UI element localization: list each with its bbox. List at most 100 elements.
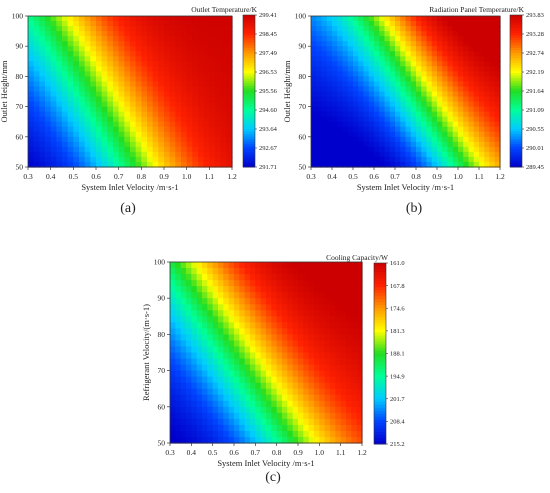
heatmap-cell [319, 352, 326, 360]
heatmap-cell [330, 286, 336, 293]
heatmap-cell [405, 101, 412, 108]
heatmap-cell [255, 394, 262, 402]
heatmap-cell [426, 31, 433, 37]
heatmap-cell [426, 21, 433, 27]
heatmap-cell [479, 96, 485, 103]
heatmap-cell [186, 376, 192, 384]
heatmap-cell [175, 121, 182, 128]
heatmap-cell [347, 126, 354, 133]
heatmap-cell [255, 298, 262, 305]
heatmap-cell [489, 71, 496, 77]
heatmap-cell [223, 352, 230, 360]
heatmap-cell [340, 358, 347, 366]
heatmap-cell [384, 136, 391, 143]
heatmap-cell [181, 76, 188, 83]
heatmap-cell [437, 101, 443, 108]
heatmap-cell [437, 151, 443, 158]
heatmap-cell [479, 161, 485, 168]
heatmap-cell [130, 76, 137, 83]
heatmap-cell [73, 146, 80, 153]
heatmap-cell [203, 41, 210, 47]
heatmap-cell [324, 292, 331, 299]
heatmap-cell [39, 81, 46, 88]
heatmap-cell [442, 106, 449, 113]
heatmap-cell [395, 91, 401, 98]
heatmap-cell [463, 111, 470, 118]
heatmap-cell [130, 106, 137, 113]
heatmap-cell [346, 280, 352, 287]
heatmap-cell [215, 41, 222, 47]
heatmap-cell [250, 322, 256, 329]
heatmap-cell [346, 352, 352, 360]
heatmap-cell [298, 322, 304, 329]
heatmap-cell [346, 304, 352, 311]
heatmap-cell [67, 136, 74, 143]
heatmap-cell [335, 268, 342, 275]
x-axis-title: System Inlet Velocity /m·s-1 [357, 182, 454, 192]
heatmap-cell [84, 136, 91, 143]
heatmap-cell [447, 86, 454, 93]
heatmap-cell [426, 71, 433, 77]
heatmap-cell [335, 346, 342, 354]
heatmap-cell [484, 36, 491, 42]
colorbar-segment [243, 32, 255, 36]
heatmap-cell [351, 268, 358, 275]
heatmap-cell [389, 41, 396, 47]
heatmap-cell [84, 51, 91, 57]
heatmap-cell [196, 364, 203, 372]
heatmap-cell [442, 161, 449, 168]
heatmap-cell [340, 364, 347, 372]
heatmap-cell [212, 424, 219, 432]
heatmap-cell [342, 86, 349, 93]
heatmap-cell [50, 66, 57, 72]
heatmap-cell [314, 298, 320, 305]
heatmap-cell [298, 268, 304, 275]
colorbar-segment [374, 314, 386, 318]
heatmap-cell [198, 161, 205, 168]
heatmap-cell [342, 21, 349, 27]
heatmap-cell [353, 101, 359, 108]
x-tick-label: 0.5 [208, 448, 218, 457]
heatmap-cell [170, 376, 176, 384]
heatmap-cell [335, 376, 342, 384]
heatmap-cell [255, 334, 262, 342]
heatmap-cell [379, 46, 386, 52]
heatmap-cell [473, 86, 480, 93]
heatmap-cell [384, 101, 391, 108]
heatmap-cell [202, 406, 208, 414]
heatmap-cell [379, 151, 386, 158]
heatmap-cell [314, 424, 320, 432]
heatmap-cell [170, 358, 176, 366]
heatmap-cell [340, 274, 347, 281]
heatmap-cell [130, 61, 137, 67]
heatmap-cell [494, 146, 501, 153]
heatmap-cell [395, 71, 401, 77]
heatmap-cell [202, 364, 208, 372]
heatmap-cell [212, 388, 219, 396]
heatmap-cell [374, 131, 380, 138]
heatmap-cell [50, 71, 57, 77]
heatmap-cell [458, 66, 464, 72]
heatmap-cell [170, 364, 176, 372]
heatmap-cell [374, 101, 380, 108]
heatmap-cell [431, 146, 438, 153]
heatmap-cell [164, 111, 171, 118]
colorbar-segment [510, 151, 522, 155]
heatmap-cell [458, 116, 464, 123]
heatmap-cell [266, 328, 272, 335]
heatmap-cell [303, 340, 310, 348]
heatmap-cell [494, 151, 501, 158]
heatmap-cell [147, 31, 154, 37]
heatmap-cell [384, 146, 391, 153]
heatmap-cell [303, 334, 310, 342]
heatmap-cell [473, 51, 480, 57]
heatmap-cell [113, 116, 120, 123]
heatmap-cell [442, 41, 449, 47]
heatmap-cell [260, 424, 267, 432]
heatmap-cell [479, 91, 485, 98]
colorbar-tick-label: 292.19 [526, 69, 544, 76]
heatmap-cell [45, 56, 52, 62]
heatmap-cell [191, 346, 198, 354]
heatmap-cell [239, 412, 246, 420]
heatmap-cell [158, 141, 165, 148]
